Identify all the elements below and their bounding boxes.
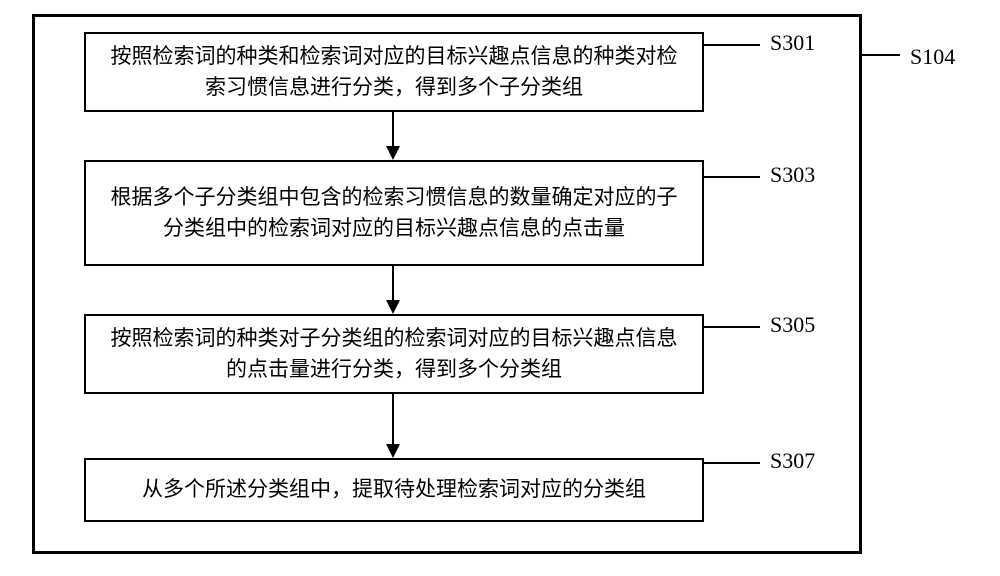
step-text: 按照检索词的种类对子分类组的检索词对应的目标兴趣点信息的点击量进行分类，得到多个… bbox=[110, 323, 678, 386]
step-box-s305: 按照检索词的种类对子分类组的检索词对应的目标兴趣点信息的点击量进行分类，得到多个… bbox=[84, 314, 704, 394]
step-connector-s305 bbox=[704, 326, 760, 328]
step-label-s301: S301 bbox=[770, 30, 815, 56]
step-label-s307: S307 bbox=[770, 448, 815, 474]
arrow-head-1 bbox=[386, 146, 400, 160]
step-label-s305: S305 bbox=[770, 312, 815, 338]
arrow-line-3 bbox=[392, 394, 394, 444]
flowchart-canvas: S104 按照检索词的种类和检索词对应的目标兴趣点信息的种类对检索习惯信息进行分… bbox=[0, 0, 1000, 576]
step-connector-s303 bbox=[704, 176, 760, 178]
step-box-s303: 根据多个子分类组中包含的检索习惯信息的数量确定对应的子分类组中的检索词对应的目标… bbox=[84, 160, 704, 266]
step-text: 按照检索词的种类和检索词对应的目标兴趣点信息的种类对检索习惯信息进行分类，得到多… bbox=[110, 41, 678, 104]
step-text: 从多个所述分类组中，提取待处理检索词对应的分类组 bbox=[142, 474, 646, 506]
step-text: 根据多个子分类组中包含的检索习惯信息的数量确定对应的子分类组中的检索词对应的目标… bbox=[110, 182, 678, 245]
step-connector-s307 bbox=[704, 462, 760, 464]
arrow-head-3 bbox=[386, 444, 400, 458]
step-box-s307: 从多个所述分类组中，提取待处理检索词对应的分类组 bbox=[84, 458, 704, 522]
arrow-head-2 bbox=[386, 300, 400, 314]
outer-label-connector bbox=[862, 54, 900, 56]
arrow-line-2 bbox=[392, 266, 394, 300]
outer-label: S104 bbox=[910, 44, 955, 70]
arrow-line-1 bbox=[392, 112, 394, 146]
step-box-s301: 按照检索词的种类和检索词对应的目标兴趣点信息的种类对检索习惯信息进行分类，得到多… bbox=[84, 32, 704, 112]
step-label-s303: S303 bbox=[770, 162, 815, 188]
step-connector-s301 bbox=[704, 44, 760, 46]
